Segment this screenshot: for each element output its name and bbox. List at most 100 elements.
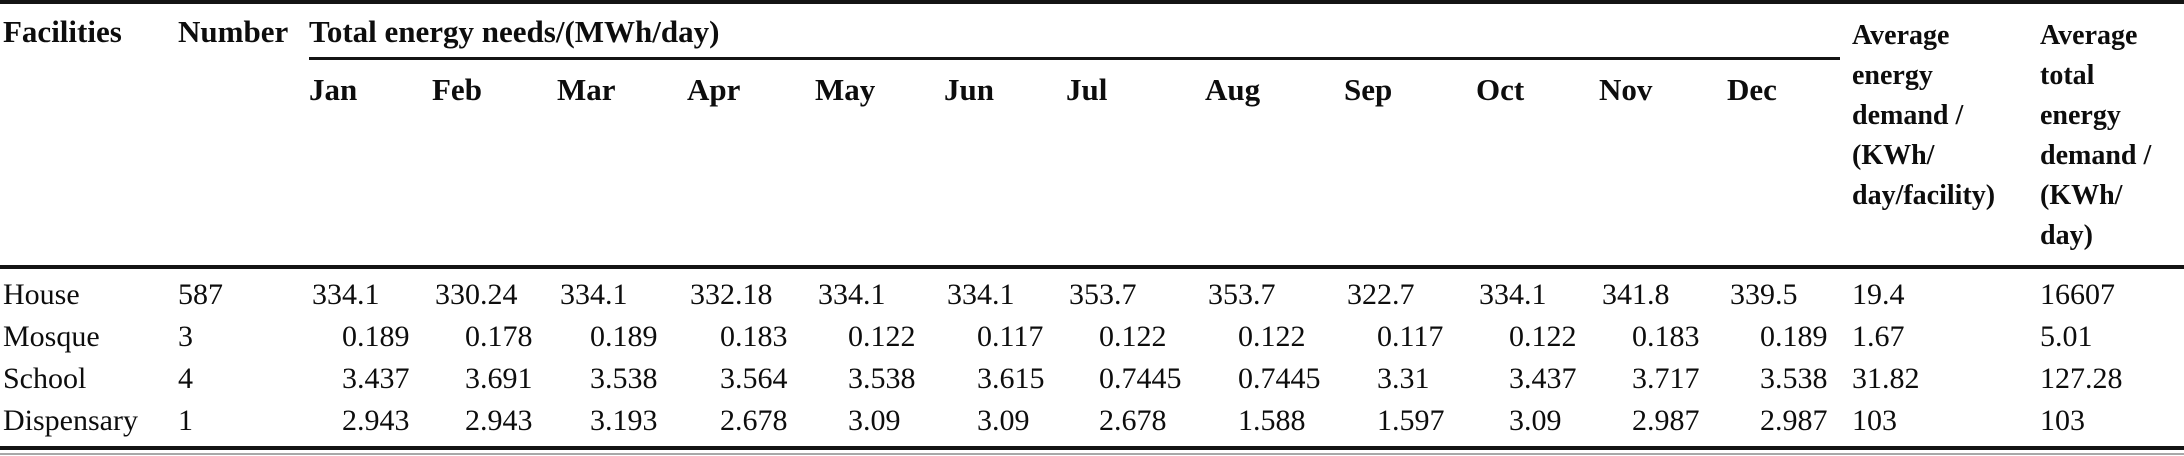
month-value-cell-nov: 2.987 bbox=[1599, 400, 1727, 442]
fraction-part: .987 bbox=[1775, 404, 1828, 437]
month-value-cell-jul: 0.7445 bbox=[1066, 358, 1205, 400]
month-value-cell-mar: 334.1 bbox=[557, 274, 687, 316]
fraction-part: .1 bbox=[1524, 278, 1547, 311]
column-header-avg-energy-demand: Average energy demand / (KWh/ day/facili… bbox=[1852, 20, 1996, 211]
table-row-mosque: Mosque 3 0.189 0.178 0.189 0.183 0.122 0… bbox=[0, 316, 2184, 358]
bottom-rule-shadow bbox=[0, 453, 2184, 455]
number-cell: 3 bbox=[178, 320, 193, 353]
facility-name-cell: Mosque bbox=[3, 320, 100, 353]
fraction-part: .189 bbox=[357, 320, 410, 353]
month-header-mar: Mar bbox=[557, 72, 616, 107]
integer-part: 353 bbox=[1069, 278, 1114, 311]
table-row-dispensary: Dispensary 1 2.943 2.943 3.193 2.678 3.0… bbox=[0, 400, 2184, 442]
month-header-jan: Jan bbox=[309, 72, 358, 107]
month-value-cell-may: 0.122 bbox=[815, 316, 944, 358]
month-value-cell-feb: 2.943 bbox=[432, 400, 557, 442]
avg-total-demand-cell: 103 bbox=[2040, 404, 2085, 437]
month-header-nov: Nov bbox=[1599, 72, 1653, 107]
fraction-part: .1 bbox=[863, 278, 886, 311]
month-header-sep: Sep bbox=[1344, 72, 1393, 107]
month-header-apr: Apr bbox=[687, 72, 741, 107]
month-value-cell-jun: 0.117 bbox=[944, 316, 1066, 358]
integer-part: 1 bbox=[1238, 404, 1253, 437]
fraction-part: .597 bbox=[1392, 404, 1445, 437]
number-cell: 587 bbox=[178, 278, 223, 311]
month-value-cell-mar: 3.538 bbox=[557, 358, 687, 400]
integer-part: 334 bbox=[560, 278, 605, 311]
fraction-part: .183 bbox=[735, 320, 788, 353]
fraction-part: .8 bbox=[1647, 278, 1670, 311]
fraction-part: .7445 bbox=[1114, 362, 1182, 395]
column-header-number: Number bbox=[178, 14, 289, 49]
integer-part: 3 bbox=[590, 362, 605, 395]
month-value-cell-jun: 3.09 bbox=[944, 400, 1066, 442]
fraction-part: .717 bbox=[1647, 362, 1700, 395]
fraction-part: .24 bbox=[480, 278, 518, 311]
month-value-cell-nov: 3.717 bbox=[1599, 358, 1727, 400]
month-value-cell-aug: 353.7 bbox=[1205, 274, 1344, 316]
month-value-cell-dec: 2.987 bbox=[1727, 400, 1852, 442]
fraction-part: .183 bbox=[1647, 320, 1700, 353]
integer-part: 0 bbox=[977, 320, 992, 353]
integer-part: 334 bbox=[818, 278, 863, 311]
month-value-cell-oct: 3.437 bbox=[1476, 358, 1599, 400]
integer-part: 0 bbox=[1238, 320, 1253, 353]
integer-part: 3 bbox=[848, 404, 863, 437]
fraction-part: .678 bbox=[1114, 404, 1167, 437]
month-value-cell-jan: 3.437 bbox=[309, 358, 432, 400]
integer-part: 2 bbox=[465, 404, 480, 437]
fraction-part: .189 bbox=[1775, 320, 1828, 353]
fraction-part: .18 bbox=[735, 278, 773, 311]
integer-part: 3 bbox=[977, 404, 992, 437]
month-value-cell-may: 334.1 bbox=[815, 274, 944, 316]
integer-part: 341 bbox=[1602, 278, 1647, 311]
month-value-cell-jun: 334.1 bbox=[944, 274, 1066, 316]
month-value-cell-nov: 341.8 bbox=[1599, 274, 1727, 316]
fraction-part: .538 bbox=[605, 362, 658, 395]
fraction-part: .5 bbox=[1775, 278, 1798, 311]
fraction-part: .7445 bbox=[1253, 362, 1321, 395]
integer-part: 2 bbox=[1760, 404, 1775, 437]
number-cell: 4 bbox=[178, 362, 193, 395]
month-value-cell-jul: 2.678 bbox=[1066, 400, 1205, 442]
month-header-jun: Jun bbox=[944, 72, 994, 107]
integer-part: 3 bbox=[1760, 362, 1775, 395]
fraction-part: .1 bbox=[357, 278, 380, 311]
month-value-cell-oct: 3.09 bbox=[1476, 400, 1599, 442]
month-header-feb: Feb bbox=[432, 72, 482, 107]
month-value-cell-sep: 0.117 bbox=[1344, 316, 1476, 358]
month-value-cell-mar: 3.193 bbox=[557, 400, 687, 442]
fraction-part: .678 bbox=[735, 404, 788, 437]
facility-name-cell: Dispensary bbox=[3, 404, 138, 437]
fraction-part: .615 bbox=[992, 362, 1045, 395]
integer-part: 0 bbox=[720, 320, 735, 353]
column-header-facilities: Facilities bbox=[3, 14, 122, 49]
avg-total-demand-cell: 127.28 bbox=[2040, 362, 2123, 395]
fraction-part: .538 bbox=[863, 362, 916, 395]
group-header-underline bbox=[309, 57, 1840, 60]
fraction-part: .117 bbox=[1392, 320, 1444, 353]
integer-part: 0 bbox=[1099, 362, 1114, 395]
month-header-dec: Dec bbox=[1727, 72, 1777, 107]
avg-total-demand-cell: 5.01 bbox=[2040, 320, 2093, 353]
avg-energy-demand-cell: 1.67 bbox=[1852, 320, 1905, 353]
month-value-cell-may: 3.538 bbox=[815, 358, 944, 400]
month-value-cell-dec: 0.189 bbox=[1727, 316, 1852, 358]
month-value-cell-aug: 0.122 bbox=[1205, 316, 1344, 358]
fraction-part: .122 bbox=[863, 320, 916, 353]
integer-part: 3 bbox=[590, 404, 605, 437]
facility-name-cell: School bbox=[3, 362, 87, 395]
fraction-part: .943 bbox=[357, 404, 410, 437]
integer-part: 3 bbox=[1377, 362, 1392, 395]
fraction-part: .564 bbox=[735, 362, 788, 395]
integer-part: 322 bbox=[1347, 278, 1392, 311]
fraction-part: .588 bbox=[1253, 404, 1306, 437]
fraction-part: .31 bbox=[1392, 362, 1430, 395]
integer-part: 3 bbox=[342, 362, 357, 395]
integer-part: 2 bbox=[342, 404, 357, 437]
integer-part: 2 bbox=[1632, 404, 1647, 437]
facility-name-cell: House bbox=[3, 278, 80, 311]
month-value-cell-sep: 3.31 bbox=[1344, 358, 1476, 400]
month-value-cell-sep: 1.597 bbox=[1344, 400, 1476, 442]
